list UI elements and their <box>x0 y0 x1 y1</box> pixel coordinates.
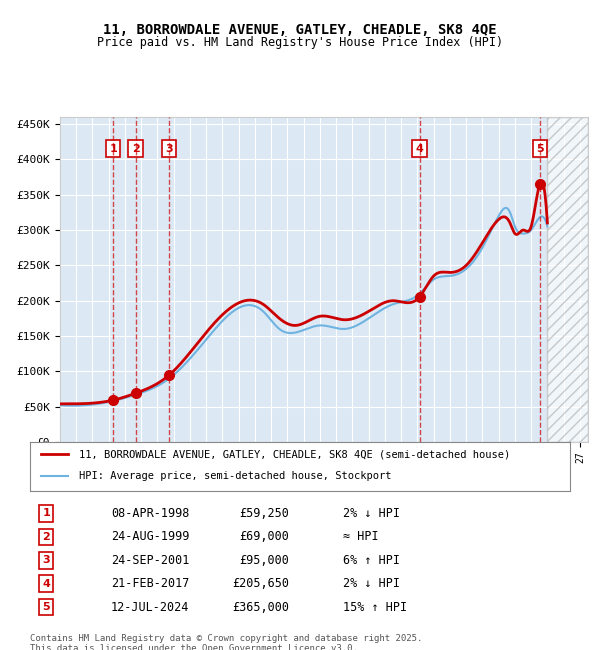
Text: 4: 4 <box>42 578 50 589</box>
Text: 24-SEP-2001: 24-SEP-2001 <box>111 554 190 567</box>
Text: HPI: Average price, semi-detached house, Stockport: HPI: Average price, semi-detached house,… <box>79 471 391 481</box>
Text: 2% ↓ HPI: 2% ↓ HPI <box>343 507 400 520</box>
Text: 3: 3 <box>166 144 173 154</box>
Text: 2% ↓ HPI: 2% ↓ HPI <box>343 577 400 590</box>
Text: 3: 3 <box>43 555 50 566</box>
Text: £205,650: £205,650 <box>232 577 289 590</box>
Text: 12-JUL-2024: 12-JUL-2024 <box>111 601 190 614</box>
Text: £95,000: £95,000 <box>239 554 289 567</box>
Text: 2: 2 <box>43 532 50 542</box>
Text: 08-APR-1998: 08-APR-1998 <box>111 507 190 520</box>
Text: 6% ↑ HPI: 6% ↑ HPI <box>343 554 400 567</box>
Text: 11, BORROWDALE AVENUE, GATLEY, CHEADLE, SK8 4QE: 11, BORROWDALE AVENUE, GATLEY, CHEADLE, … <box>103 23 497 37</box>
Text: 11, BORROWDALE AVENUE, GATLEY, CHEADLE, SK8 4QE (semi-detached house): 11, BORROWDALE AVENUE, GATLEY, CHEADLE, … <box>79 449 510 459</box>
Text: 15% ↑ HPI: 15% ↑ HPI <box>343 601 407 614</box>
Text: 1: 1 <box>43 508 50 519</box>
Text: 21-FEB-2017: 21-FEB-2017 <box>111 577 190 590</box>
Text: £365,000: £365,000 <box>232 601 289 614</box>
Text: Contains HM Land Registry data © Crown copyright and database right 2025.
This d: Contains HM Land Registry data © Crown c… <box>30 634 422 650</box>
Text: 24-AUG-1999: 24-AUG-1999 <box>111 530 190 543</box>
Text: 4: 4 <box>416 144 424 154</box>
Text: 5: 5 <box>43 602 50 612</box>
Text: 2: 2 <box>131 144 139 154</box>
Bar <box>547 117 588 442</box>
Text: 5: 5 <box>536 144 544 154</box>
Text: Price paid vs. HM Land Registry's House Price Index (HPI): Price paid vs. HM Land Registry's House … <box>97 36 503 49</box>
Text: ≈ HPI: ≈ HPI <box>343 530 379 543</box>
Text: £69,000: £69,000 <box>239 530 289 543</box>
Text: 1: 1 <box>109 144 117 154</box>
Bar <box>547 117 588 442</box>
Text: £59,250: £59,250 <box>239 507 289 520</box>
